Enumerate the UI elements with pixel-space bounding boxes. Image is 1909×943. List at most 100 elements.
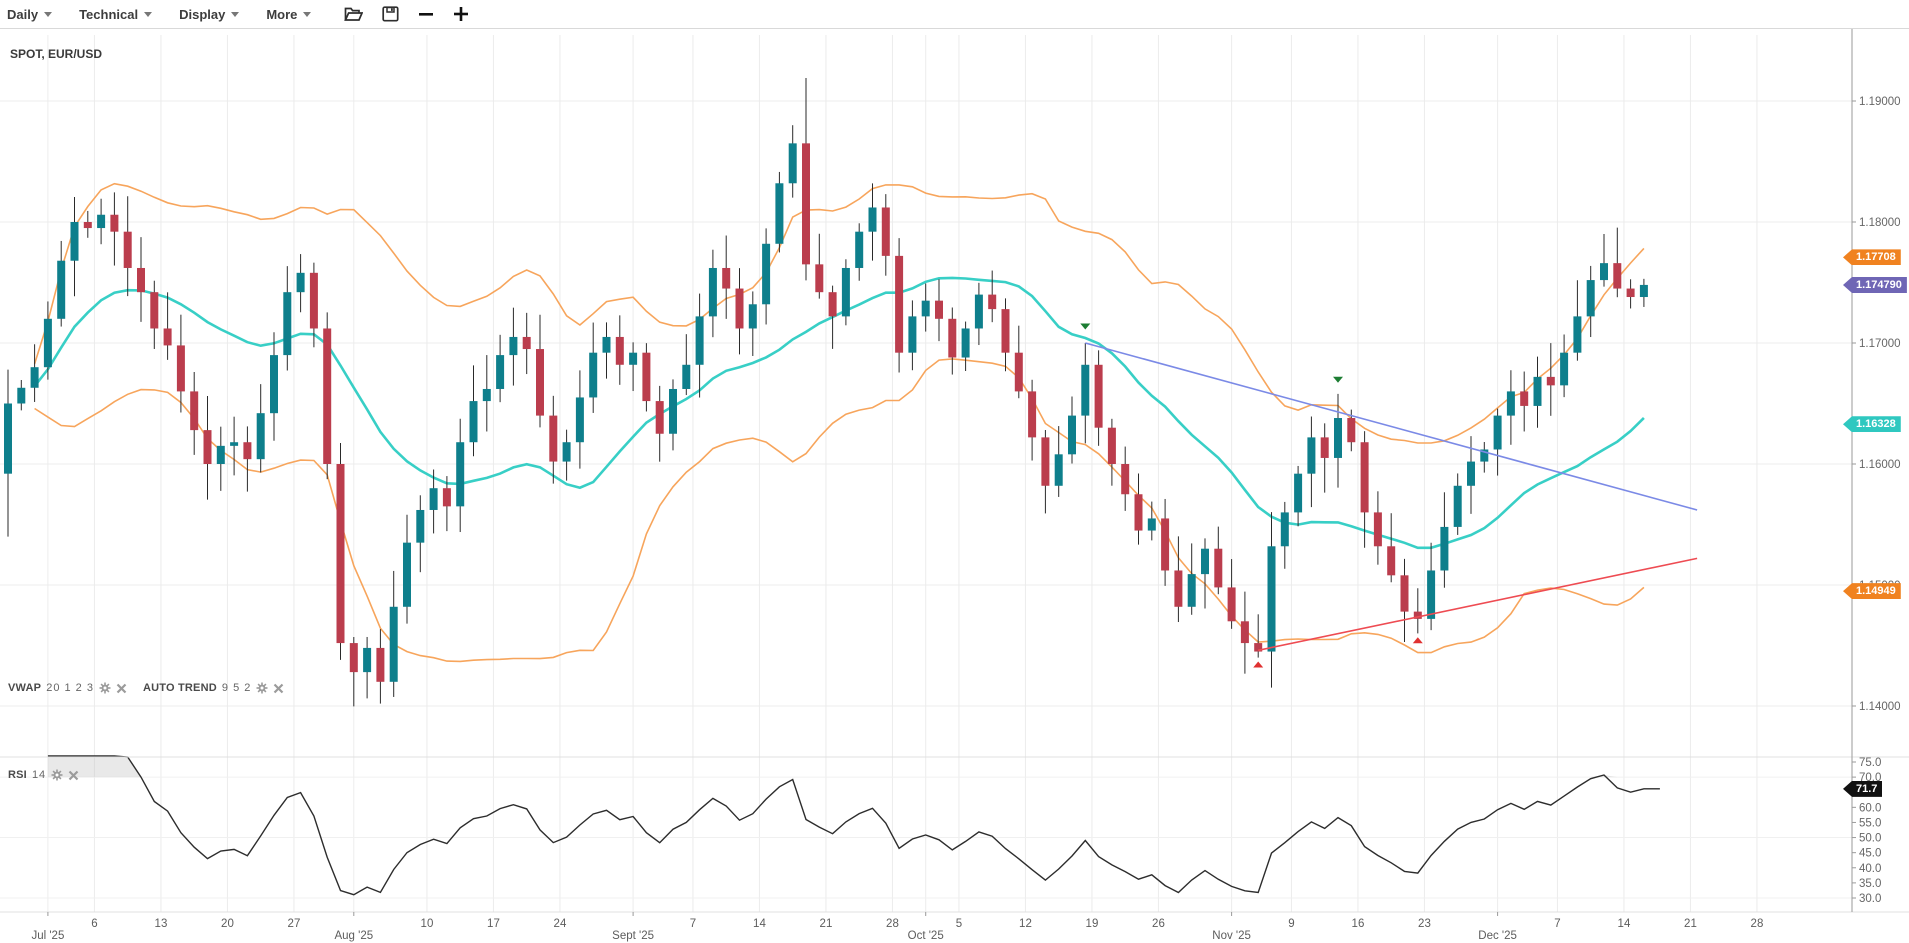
menu-technical[interactable]: Technical <box>79 6 153 22</box>
x-axis-tick-label: 14 <box>753 918 766 930</box>
autotrend-settings-gear-icon[interactable] <box>256 682 268 694</box>
axis-tick-label: 50.0 <box>1859 833 1881 845</box>
sell-signal-triangle <box>1333 376 1343 383</box>
price-badge-last-price: 1.174790 <box>1843 277 1907 294</box>
vwap-indicator-params: 20 1 2 3 <box>46 682 94 694</box>
axes: 1.190001.180001.170001.160001.150001.140… <box>0 29 1909 913</box>
x-axis-tick-label: 6 <box>91 918 97 930</box>
open-folder-button[interactable] <box>344 6 364 22</box>
rsi-remove-icon[interactable] <box>68 770 79 781</box>
chevron-down-icon <box>231 11 240 17</box>
x-axis-tick-label: 21 <box>1684 918 1697 930</box>
sell-signal-triangle <box>1080 323 1091 330</box>
price-badge-upper-band: 1.17708 <box>1843 249 1901 266</box>
buy-signal-triangle <box>1412 637 1423 644</box>
menu-daily[interactable]: Daily <box>7 6 53 22</box>
x-axis-tick-label: 23 <box>1418 918 1431 930</box>
rsi-legend-row: RSI 14 <box>8 769 79 781</box>
zoom-out-icon <box>419 13 434 16</box>
candles-layer <box>4 78 1648 707</box>
axis-tick-label: 1.14000 <box>1859 701 1901 713</box>
x-axis-tick-label: 9 <box>1288 918 1294 930</box>
x-axis-tick-label: Aug '25 <box>334 930 373 942</box>
price-badge-vwap: 1.16328 <box>1843 416 1901 433</box>
autotrend-indicator-params: 9 5 2 <box>221 682 252 694</box>
rsi-indicator-params: 14 <box>31 769 47 781</box>
axis-tick-label: 1.19000 <box>1859 96 1901 108</box>
upper-band-line <box>33 182 1645 444</box>
x-axis-tick-label: 28 <box>1751 918 1764 930</box>
x-axis-tick-label: Jul '25 <box>31 930 64 942</box>
x-axis-tick-label: Dec '25 <box>1478 930 1517 942</box>
x-axis-tick-label: 21 <box>820 918 833 930</box>
zoom-in-button[interactable] <box>453 6 469 22</box>
x-axis-tick-label: Sept '25 <box>612 930 654 942</box>
rsi-settings-gear-icon[interactable] <box>51 769 63 781</box>
gridlines <box>0 35 1852 912</box>
chevron-down-icon <box>303 11 312 17</box>
buy-signal-triangle <box>1253 661 1264 668</box>
indicator-legend-row: VWAP 20 1 2 3 AUTO TREND 9 5 2 <box>8 682 284 694</box>
x-axis-tick-label: 16 <box>1352 918 1365 930</box>
x-axis-tick-label: Oct '25 <box>908 930 944 942</box>
x-axis-tick-label: 14 <box>1618 918 1631 930</box>
axis-tick-label: 35.0 <box>1859 878 1881 890</box>
menu-more-label: More <box>266 6 298 22</box>
rsi-line <box>47 755 1660 896</box>
lower-band-line <box>34 358 1645 663</box>
x-axis-tick-label: 7 <box>690 918 696 930</box>
x-axis-tick-label: 27 <box>288 918 301 930</box>
autotrend-remove-icon[interactable] <box>273 683 284 694</box>
x-axis-tick-label: 7 <box>1554 918 1560 930</box>
x-axis-tick-label: 17 <box>487 918 500 930</box>
x-axis-tick-label: 28 <box>886 918 899 930</box>
x-axis-tick-label: 26 <box>1152 918 1165 930</box>
x-axis-tick-label: 13 <box>155 918 168 930</box>
rsi-layer <box>47 755 1660 896</box>
x-axis-tick-label: 10 <box>421 918 434 930</box>
toolbar: Daily Technical Display More <box>0 0 1909 29</box>
menu-display-label: Display <box>179 6 226 22</box>
menu-technical-label: Technical <box>79 6 139 22</box>
menu-more[interactable]: More <box>266 6 312 22</box>
axis-tick-label: 1.17000 <box>1859 338 1901 350</box>
axis-tick-label: 40.0 <box>1859 863 1881 875</box>
menu-daily-label: Daily <box>7 6 39 22</box>
axis-tick-label: 1.18000 <box>1859 217 1901 229</box>
trend-line <box>1085 342 1698 511</box>
autotrend-layer <box>1080 323 1698 668</box>
axis-tick-label: 45.0 <box>1859 848 1881 860</box>
axis-tick-label: 60.0 <box>1859 802 1881 814</box>
chart-plot-area[interactable]: 1.190001.180001.170001.160001.150001.140… <box>0 29 1909 943</box>
rsi-badge-last-value: 71.7 <box>1843 780 1883 797</box>
autotrend-indicator-label: AUTO TREND <box>142 682 217 694</box>
x-axis-labels: Jul '25 6 13 20 27 Aug '25 10 17 24 Sept '25 7 14 21… <box>31 912 1763 942</box>
save-button[interactable] <box>382 6 399 22</box>
price-badge-lower-band: 1.14949 <box>1843 583 1901 600</box>
axis-tick-label: 75.0 <box>1859 757 1881 769</box>
rsi-indicator-label: RSI <box>8 769 27 781</box>
vwap-settings-gear-icon[interactable] <box>99 682 111 694</box>
axis-tick-label: 30.0 <box>1859 893 1881 905</box>
open-folder-icon <box>344 7 364 21</box>
chevron-down-icon <box>44 11 53 17</box>
vwap-remove-icon[interactable] <box>116 683 127 694</box>
axis-tick-label: 1.16000 <box>1859 459 1901 471</box>
x-axis-tick-label: 12 <box>1019 918 1032 930</box>
chart-canvas: 1.190001.180001.170001.160001.150001.140… <box>0 29 1909 942</box>
x-axis-tick-label: 5 <box>956 918 962 930</box>
x-axis-tick-label: 24 <box>554 918 567 930</box>
trend-line <box>1258 557 1698 652</box>
rsi-overbought-fill <box>47 756 1644 778</box>
vwap-indicator-label: VWAP <box>8 682 42 694</box>
x-axis-tick-label: 20 <box>221 918 234 930</box>
chevron-down-icon <box>144 11 153 17</box>
zoom-in-icon <box>454 7 469 21</box>
axis-tick-label: 55.0 <box>1859 817 1881 829</box>
save-icon <box>382 6 399 22</box>
menu-display[interactable]: Display <box>179 6 240 22</box>
zoom-out-button[interactable] <box>418 6 434 22</box>
x-axis-tick-label: 19 <box>1086 918 1099 930</box>
x-axis-tick-label: Nov '25 <box>1212 930 1251 942</box>
